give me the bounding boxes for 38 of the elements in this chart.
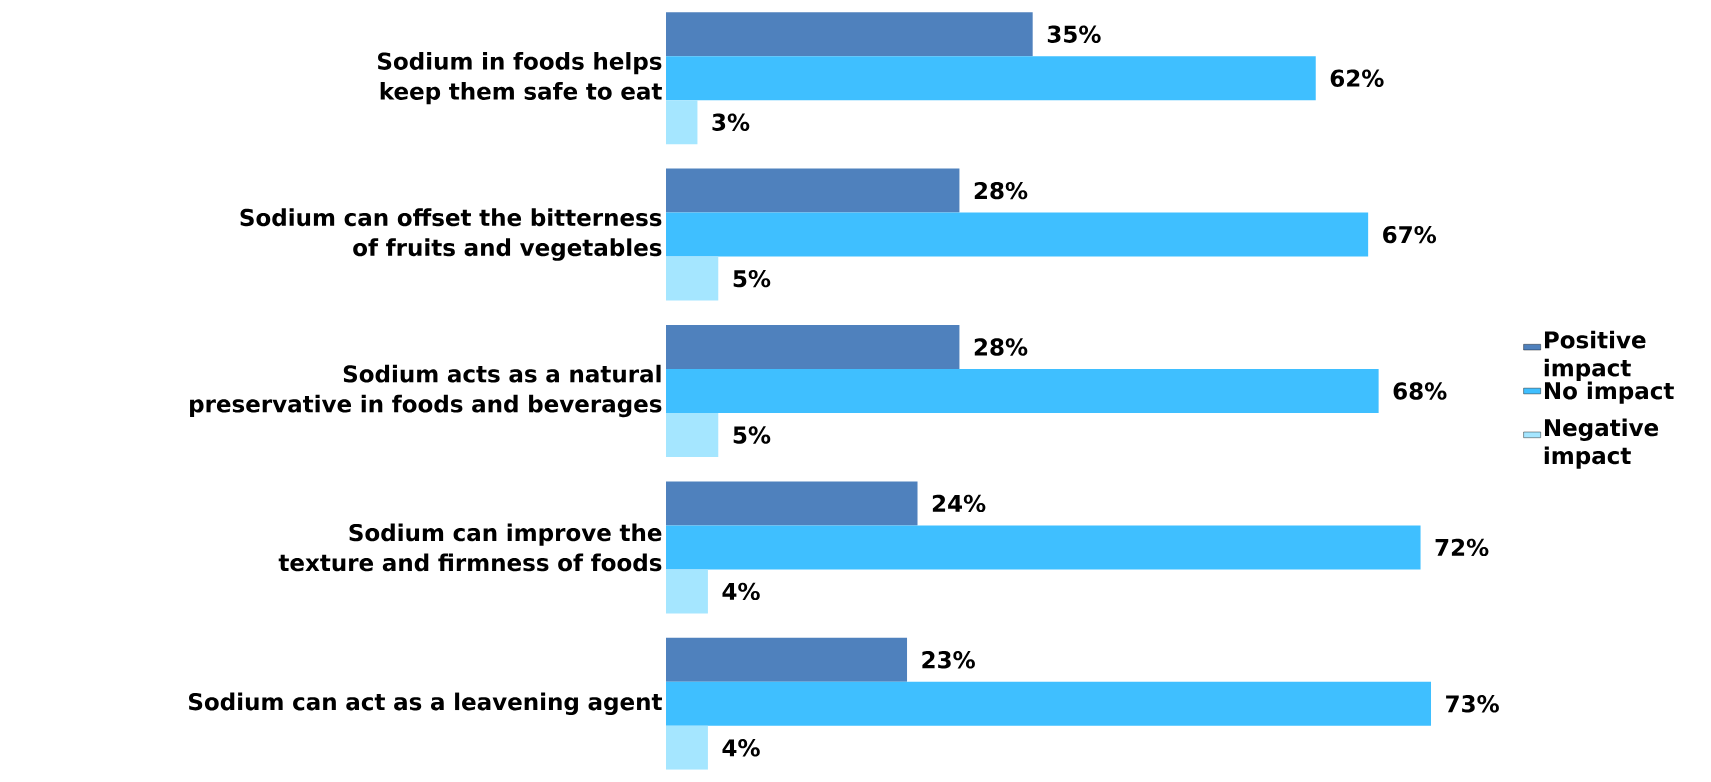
data-label: 28% [974,181,1028,200]
data-label: 4% [722,582,760,601]
bar [666,481,918,526]
data-label: 62% [1330,69,1384,87]
y-tick-label: Sodium in foods helps keep them safe to eat [378,52,662,105]
bar [666,100,698,145]
legend-label: Positive impact [1544,330,1646,381]
bar [666,256,719,301]
data-label: 24% [932,494,986,513]
data-label: 3% [712,113,750,131]
y-tick-label: Sodium acts as a natural preservative in foods and beverages [190,364,662,418]
y-tick-label: Sodium can act as a leavening agent [189,692,662,716]
bar [666,168,960,213]
bar [666,369,1379,414]
bar [666,725,708,770]
data-label: 35% [1047,25,1101,43]
bar [666,12,1033,57]
data-label: 73% [1446,695,1499,713]
bar [666,413,719,458]
bar [666,212,1369,257]
data-label: 67% [1383,225,1437,244]
bar [666,56,1316,101]
bar [666,637,908,682]
bar [666,681,1432,726]
y-tick-label: Sodium can improve the texture and firmness of foods [278,523,662,572]
data-label: 72% [1435,538,1489,557]
data-label: 28% [974,338,1028,356]
bar [666,325,960,370]
data-label: 4% [722,739,760,757]
bar [666,569,708,614]
y-tick-label: Sodium can offset the bitterness of fruits and vegetables [240,208,662,261]
bar [666,525,1421,570]
data-label: 23% [922,651,975,669]
data-label: 68% [1393,382,1447,400]
data-label: 5% [733,269,771,288]
data-label: 5% [733,426,771,444]
legend-label: Negative impact [1544,418,1659,469]
legend-label: No impact [1544,381,1674,404]
